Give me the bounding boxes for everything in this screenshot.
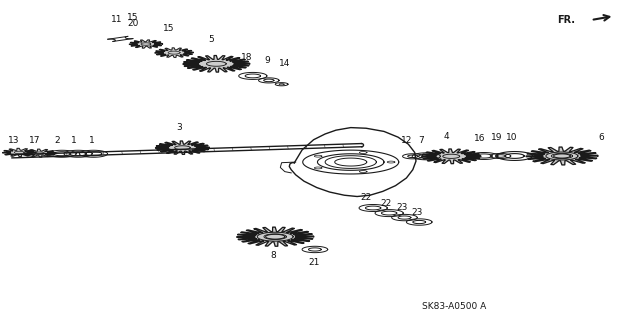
Text: 4: 4 (444, 132, 449, 141)
Polygon shape (422, 149, 481, 164)
Text: 22: 22 (360, 193, 372, 202)
Text: 17: 17 (29, 136, 41, 145)
Text: 5: 5 (209, 35, 214, 44)
Polygon shape (237, 227, 314, 246)
Text: 9: 9 (265, 56, 270, 65)
Polygon shape (3, 148, 36, 157)
Polygon shape (183, 56, 250, 72)
Text: 8: 8 (271, 251, 276, 260)
Text: 19: 19 (491, 133, 502, 142)
Polygon shape (155, 48, 193, 57)
Text: 23: 23 (412, 208, 423, 217)
Text: 2: 2 (55, 137, 60, 145)
Text: 22: 22 (380, 199, 392, 208)
Text: 7: 7 (419, 137, 424, 145)
Polygon shape (129, 40, 163, 48)
Text: FR.: FR. (557, 15, 575, 25)
Polygon shape (156, 141, 209, 154)
Text: 21: 21 (308, 258, 319, 267)
Text: 13: 13 (8, 136, 20, 145)
Text: 14: 14 (279, 59, 291, 68)
Text: 11: 11 (111, 15, 123, 24)
Text: 18: 18 (241, 53, 252, 62)
Text: 23: 23 (396, 204, 408, 212)
Text: 3: 3 (177, 123, 182, 132)
Text: 15: 15 (163, 24, 174, 33)
Polygon shape (24, 149, 56, 157)
Text: 16: 16 (474, 134, 486, 143)
Text: 1: 1 (89, 137, 94, 145)
Text: 1: 1 (72, 137, 77, 145)
Text: 20: 20 (127, 19, 139, 28)
Polygon shape (526, 147, 598, 165)
Text: 12: 12 (401, 136, 412, 145)
Text: 15: 15 (127, 13, 139, 22)
Text: 6: 6 (599, 133, 604, 142)
Text: 10: 10 (506, 133, 518, 142)
Text: SK83-A0500 A: SK83-A0500 A (422, 302, 486, 311)
